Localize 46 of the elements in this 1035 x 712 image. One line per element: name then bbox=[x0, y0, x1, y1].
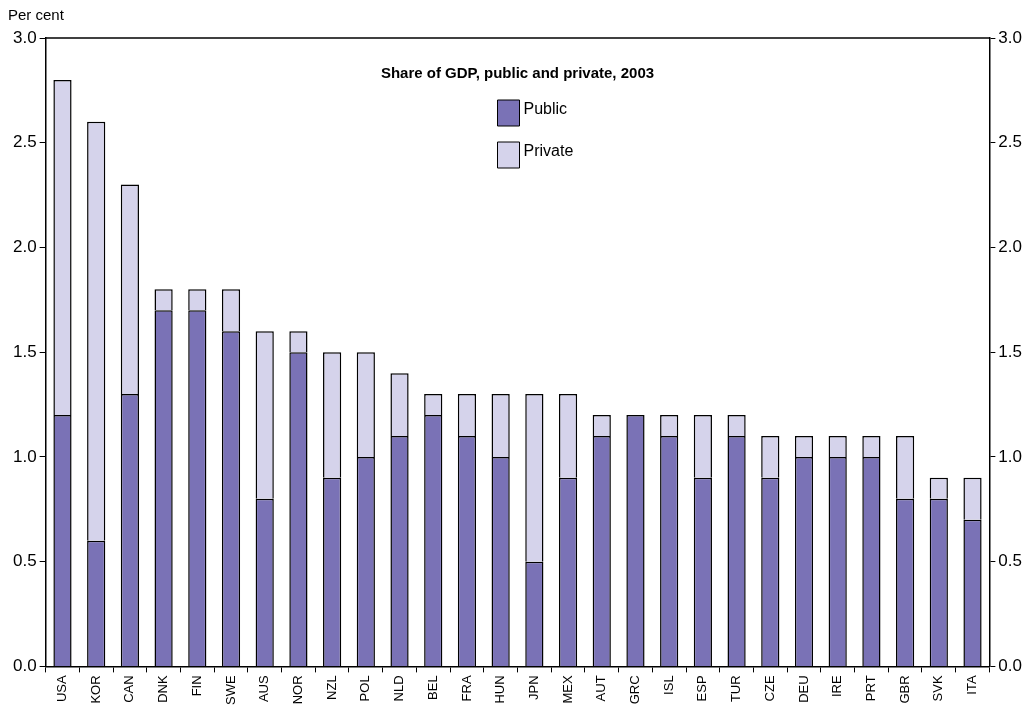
y-tick-label: 1.5 bbox=[12, 341, 37, 361]
x-tick-label: DNK bbox=[155, 675, 171, 703]
x-tick-label: MEX bbox=[559, 675, 575, 704]
x-tick-label: SWE bbox=[222, 675, 238, 706]
y2-tick-label: 0.0 bbox=[998, 656, 1023, 676]
x-tick-label: USA bbox=[54, 675, 70, 703]
x-tick-label: TUR bbox=[728, 675, 744, 703]
x-tick-label: ESP bbox=[694, 675, 710, 702]
x-tick-label: KOR bbox=[87, 675, 103, 704]
y-tick-label: 2.5 bbox=[12, 132, 37, 152]
y2-tick-label: 2.0 bbox=[998, 237, 1023, 257]
x-tick-label: FRA bbox=[458, 675, 474, 702]
x-tick-label: CZE bbox=[761, 675, 777, 702]
y2-tick-label: 3.0 bbox=[998, 27, 1023, 47]
y-tick-label: 0.5 bbox=[12, 551, 37, 571]
y2-tick-label: 1.5 bbox=[998, 341, 1023, 361]
y-tick-label: 1.0 bbox=[12, 446, 37, 466]
x-tick-label: PRT bbox=[862, 675, 878, 702]
y-tick-label: 3.0 bbox=[12, 27, 37, 47]
y2-tick-label: 1.0 bbox=[998, 446, 1023, 466]
x-tick-label: NOR bbox=[290, 675, 305, 705]
x-tick-label: JPN bbox=[525, 675, 541, 700]
x-tick-label: AUS bbox=[256, 675, 272, 703]
x-tick-label: SVK bbox=[930, 675, 946, 702]
y-tick-label: 2.0 bbox=[12, 237, 37, 257]
x-tick-label: ISL bbox=[660, 675, 676, 695]
x-tick-label: NZL bbox=[323, 675, 339, 700]
legend-label: Public bbox=[523, 100, 568, 118]
x-tick-label: GRC bbox=[627, 675, 643, 705]
x-tick-label: IRE bbox=[829, 675, 845, 698]
x-tick-label: ITA bbox=[964, 675, 980, 695]
x-tick-label: CAN bbox=[121, 675, 137, 703]
x-tick-label: AUT bbox=[593, 675, 609, 702]
y2-tick-label: 2.5 bbox=[998, 132, 1023, 152]
y2-tick-label: 0.5 bbox=[998, 551, 1023, 571]
y-axis-title: Per cent bbox=[8, 5, 65, 23]
x-tick-label: GBR bbox=[896, 675, 912, 704]
x-tick-label: BEL bbox=[424, 675, 440, 700]
x-tick-label: DEU bbox=[795, 675, 811, 703]
x-tick-label: POL bbox=[357, 675, 373, 702]
x-tick-label: HUN bbox=[492, 675, 508, 704]
legend-label: Private bbox=[523, 142, 574, 160]
x-tick-label: NLD bbox=[391, 675, 407, 702]
y-tick-label: 0.0 bbox=[12, 656, 37, 676]
x-tick-label: FIN bbox=[188, 675, 204, 697]
text: Share of GDP, public and private, 2003 bbox=[380, 63, 655, 81]
